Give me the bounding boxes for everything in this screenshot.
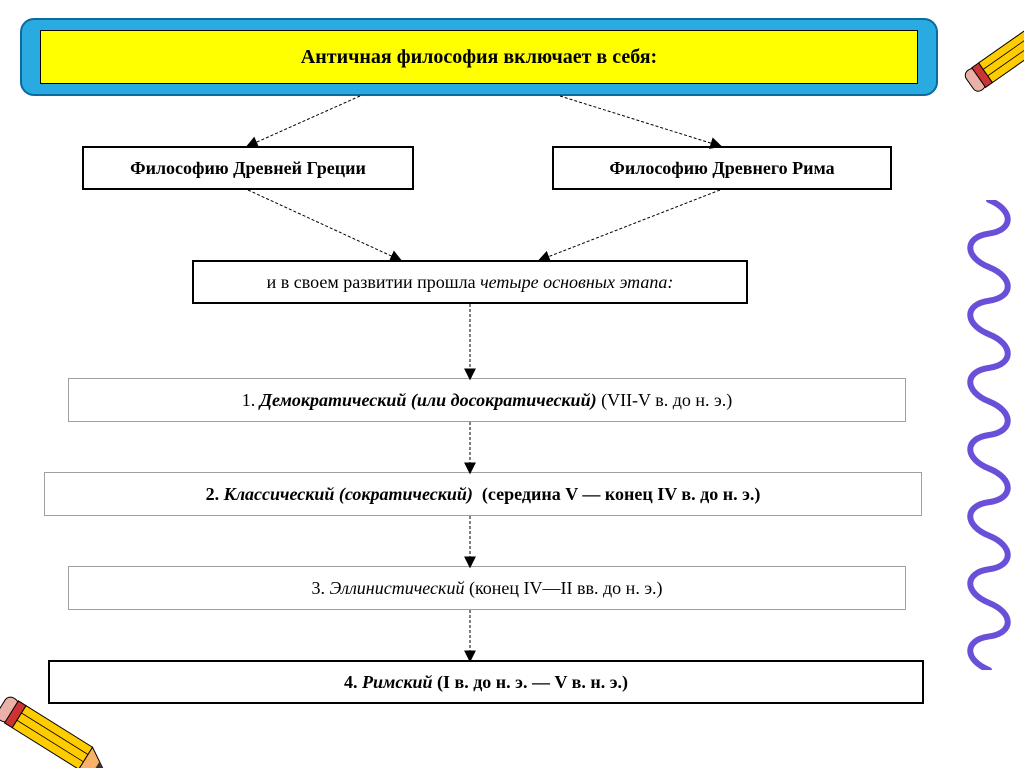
arrow-rome-to-intro: [540, 190, 720, 260]
node-stage-3: 3. Эллинистический (конец IV—II вв. до н…: [68, 566, 906, 610]
node-stage-2-text: 2. Классический (сократический) (середин…: [206, 484, 761, 505]
node-stages-intro-text: и в своем развитии прошла четыре основны…: [267, 272, 674, 293]
node-stage-1: 1. Демократический (или досократический)…: [68, 378, 906, 422]
node-rome: Философию Древнего Рима: [552, 146, 892, 190]
node-stage-3-text: 3. Эллинистический (конец IV—II вв. до н…: [311, 578, 662, 599]
node-stage-4: 4. Римский (I в. до н. э. — V в. н. э.): [48, 660, 924, 704]
node-stage-1-text: 1. Демократический (или досократический)…: [242, 390, 733, 411]
arrow-hdr-to-rome: [560, 96, 720, 146]
squiggle-right-icon: [964, 200, 1014, 670]
arrow-greece-to-intro: [248, 190, 400, 260]
node-stages-intro: и в своем развитии прошла четыре основны…: [192, 260, 748, 304]
header-title-text: Античная философия включает в себя:: [301, 46, 657, 69]
node-stage-2: 2. Классический (сократический) (середин…: [44, 472, 922, 516]
header-title: Античная философия включает в себя:: [40, 30, 918, 84]
node-stage-4-text: 4. Римский (I в. до н. э. — V в. н. э.): [344, 672, 628, 693]
pencil-top-right-icon: [949, 0, 1024, 116]
node-rome-text: Философию Древнего Рима: [609, 158, 834, 179]
node-greece-text: Философию Древней Греции: [130, 158, 366, 179]
node-greece: Философию Древней Греции: [82, 146, 414, 190]
arrow-hdr-to-greece: [248, 96, 360, 146]
